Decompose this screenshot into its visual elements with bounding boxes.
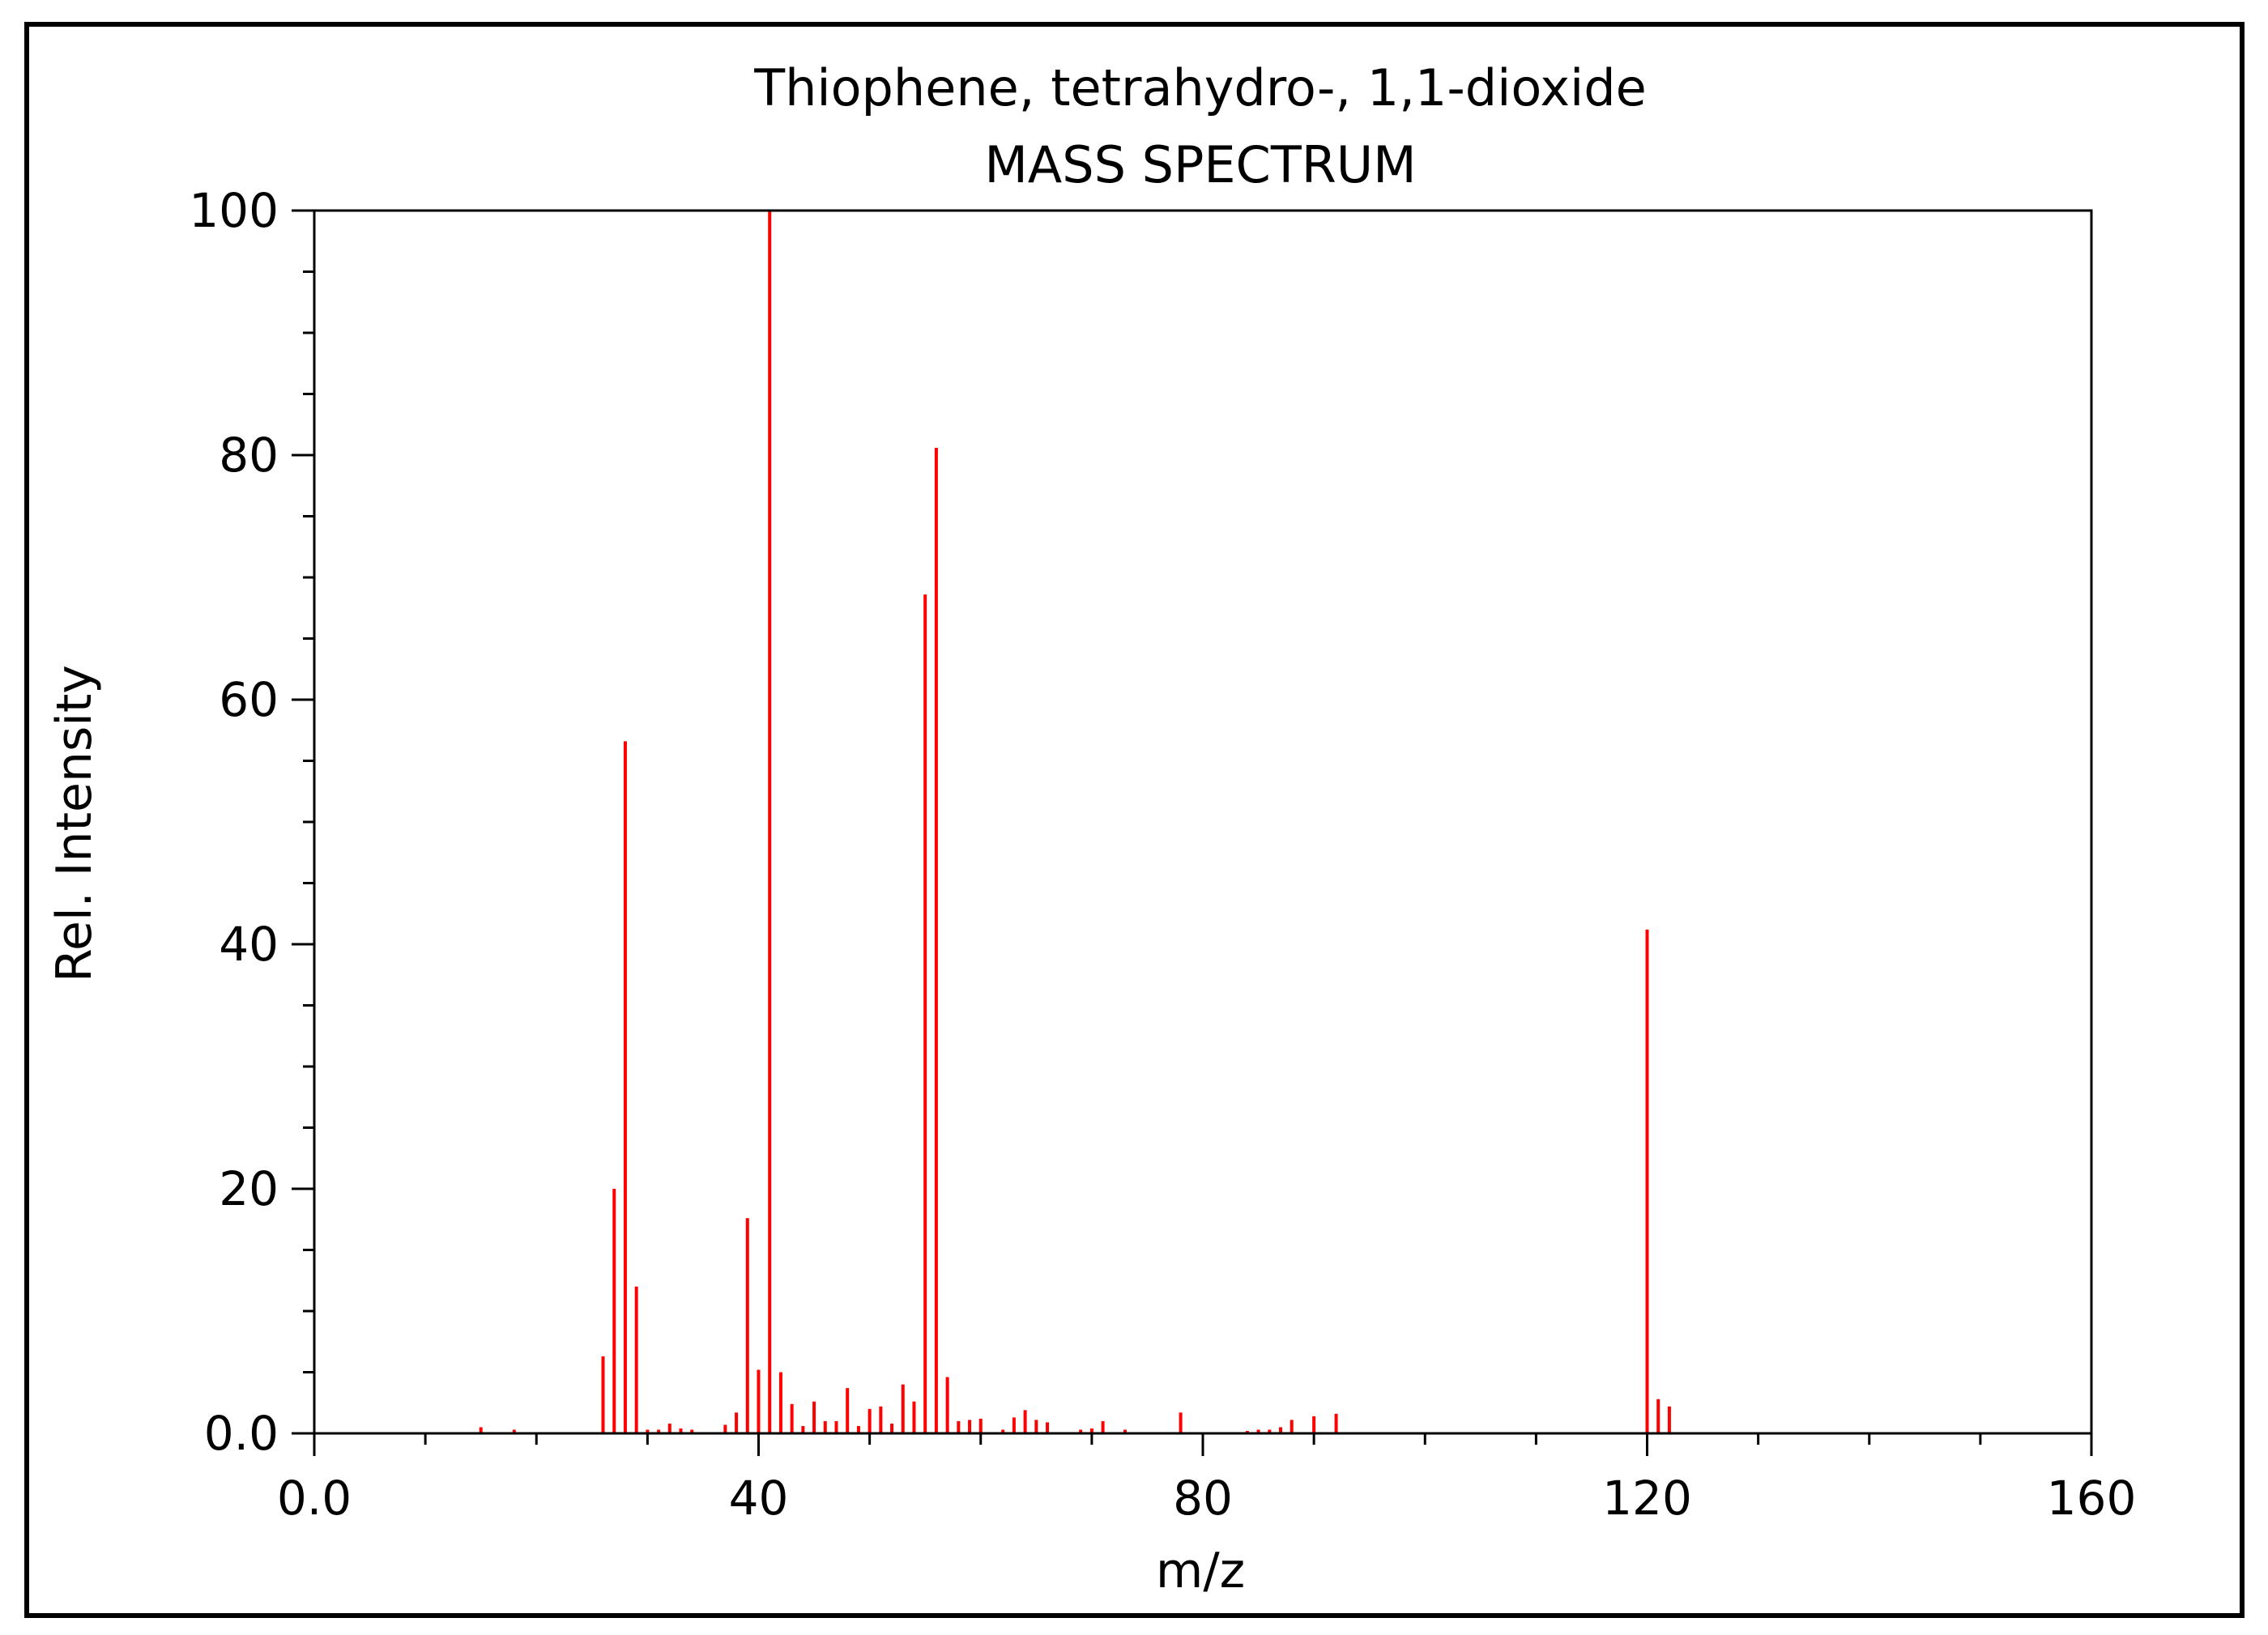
y-axis-label: Rel. Intensity xyxy=(46,665,103,982)
x-tick-label: 120 xyxy=(1602,1471,1692,1526)
y-tick-label: 0.0 xyxy=(204,1406,279,1461)
x-tick-label: 0.0 xyxy=(277,1471,352,1526)
x-tick-label: 80 xyxy=(1173,1471,1233,1526)
outer-frame xyxy=(24,22,2245,1618)
x-tick-label: 160 xyxy=(2047,1471,2137,1526)
y-tick-label: 80 xyxy=(219,428,279,483)
y-tick-label: 40 xyxy=(219,917,279,972)
x-axis-label: m/z xyxy=(1156,1543,1245,1599)
chart-subtitle: MASS SPECTRUM xyxy=(984,135,1416,194)
x-tick-label: 40 xyxy=(729,1471,789,1526)
y-tick-label: 60 xyxy=(219,672,279,727)
chart-title: Thiophene, tetrahydro-, 1,1-dioxide xyxy=(753,58,1647,117)
spectrum-lines xyxy=(479,211,1671,1433)
y-tick-label: 20 xyxy=(219,1161,279,1216)
y-tick-label: 100 xyxy=(189,183,279,238)
plot-area: 0.0 20 40 60 80 100 0.0 40 80 120 160 xyxy=(189,183,2136,1526)
